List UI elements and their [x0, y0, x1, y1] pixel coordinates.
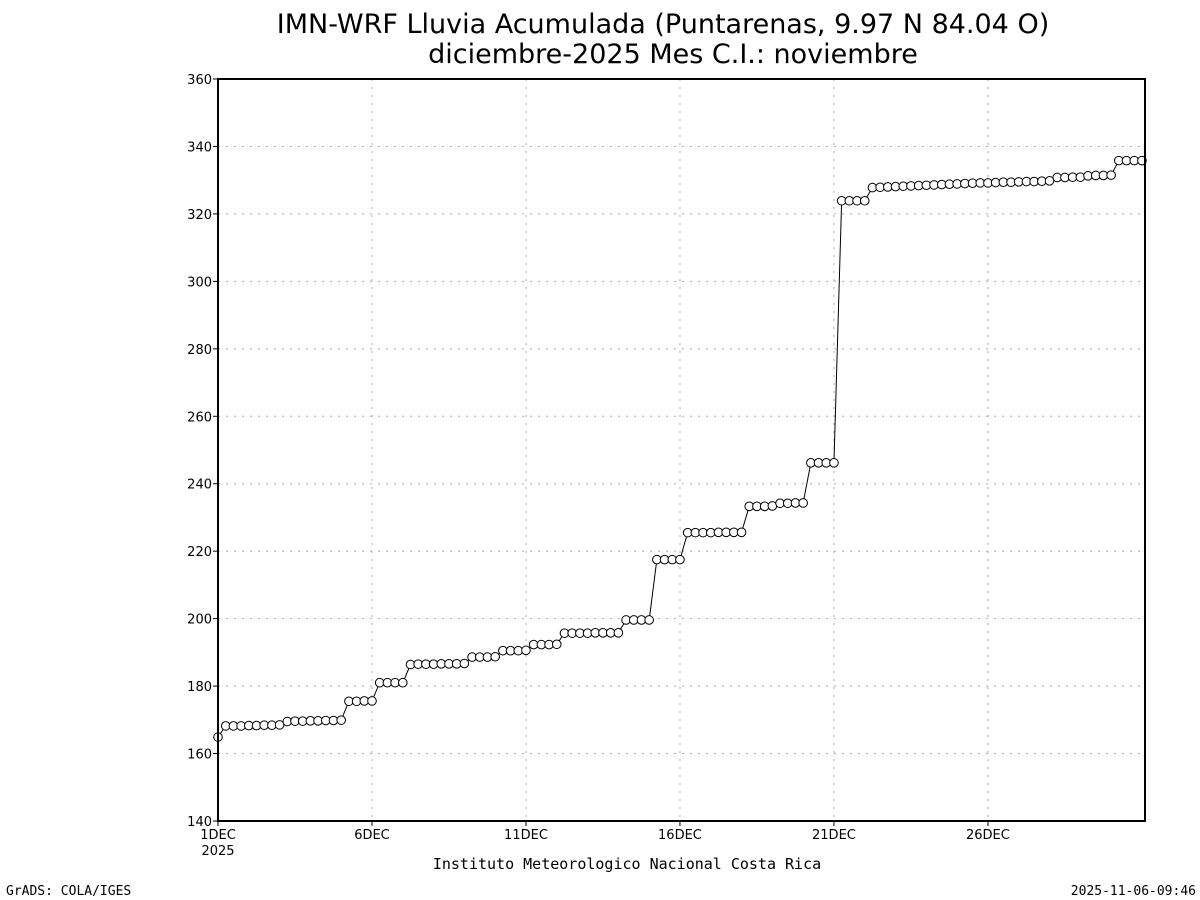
- data-point: [336, 715, 346, 725]
- data-point: [551, 639, 562, 650]
- y-tick-label: 160: [187, 748, 212, 763]
- x-tick-label: 1DEC: [200, 828, 236, 843]
- x-tick-label: 16DEC: [658, 828, 702, 843]
- y-tick-label: 200: [187, 613, 212, 628]
- footer-left: GrADS: COLA/IGES: [6, 884, 131, 899]
- y-tick-label: 360: [187, 73, 212, 88]
- y-tick-label: 320: [187, 208, 212, 223]
- data-point: [1075, 172, 1086, 182]
- data-point: [613, 628, 624, 638]
- data-point: [459, 658, 470, 669]
- x-tick-label: 21DEC: [812, 828, 856, 843]
- data-point: [798, 498, 808, 508]
- grid: [217, 78, 1145, 822]
- data-point: [367, 696, 377, 706]
- data-point: [490, 651, 500, 662]
- y-tick-label: 340: [187, 140, 212, 155]
- y-tick-label: 180: [187, 680, 212, 695]
- chart-title: IMN-WRF Lluvia Acumulada (Puntarenas, 9.…: [277, 9, 1049, 40]
- x-tick-label: 26DEC: [966, 828, 1010, 843]
- y-tick-label: 240: [187, 478, 212, 493]
- x-tick-sublabel: 2025: [201, 844, 234, 859]
- y-tick-label: 140: [187, 815, 212, 830]
- data-point: [675, 554, 685, 565]
- y-tick-label: 260: [187, 410, 212, 425]
- plot-frame: [217, 78, 1146, 822]
- data-point: [736, 527, 747, 538]
- chart-subtitle: diciembre-2025 Mes C.I.: noviembre: [428, 39, 918, 70]
- data-point: [859, 195, 870, 206]
- data-point: [521, 645, 531, 656]
- data-point: [829, 458, 839, 468]
- y-tick-label: 300: [187, 275, 212, 290]
- footer-right: 2025-11-06-09:46: [1071, 884, 1196, 899]
- x-tick-label: 11DEC: [504, 828, 548, 843]
- y-tick-label: 280: [187, 343, 212, 358]
- y-tick-label: 220: [187, 545, 212, 560]
- x-axis-label: Instituto Meteorologico Nacional Costa R…: [433, 855, 821, 873]
- series-accumulated-rain: [213, 155, 1147, 742]
- data-point: [1106, 170, 1116, 180]
- data-point: [644, 615, 654, 625]
- y-axis: 140 160 180 200 220 240 260 280 300 320 340 360: [187, 73, 218, 830]
- data-point: [397, 677, 408, 688]
- x-tick-label: 6DEC: [354, 828, 390, 843]
